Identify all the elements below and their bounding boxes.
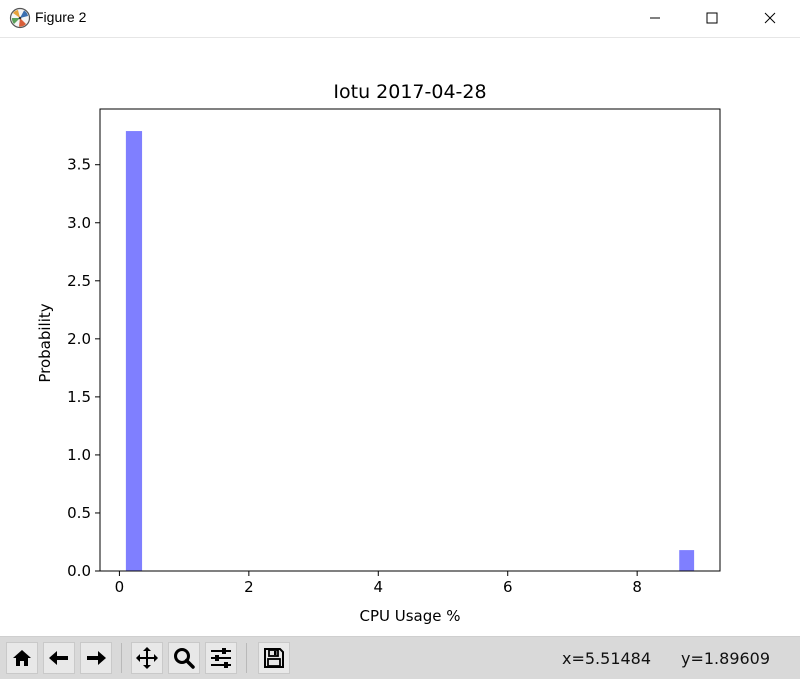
x-tick-label: 2 [244,578,254,596]
y-tick-label: 1.5 [67,388,91,406]
window-title: Figure 2 [35,9,87,25]
maximize-icon [706,12,718,24]
minimize-button[interactable] [626,0,684,36]
y-tick-label: 0.0 [67,562,91,580]
x-tick-label: 6 [503,578,513,596]
toolbar-separator [121,643,122,673]
zoom-button[interactable] [168,642,200,674]
minimize-icon [650,17,660,19]
x-tick-label: 0 [115,578,125,596]
chart-title: Iotu 2017-04-28 [333,81,486,103]
matplotlib-logo-icon [9,7,31,29]
close-icon [764,12,776,24]
home-icon [13,650,31,666]
toolbar-separator [246,643,247,673]
save-button[interactable] [258,642,290,674]
axes-frame [99,108,721,572]
home-button[interactable] [6,642,38,674]
y-tick-label: 3.5 [67,156,91,174]
move-icon [136,647,158,669]
sliders-icon [211,648,231,668]
histogram-bar [679,550,695,571]
maximize-button[interactable] [683,0,741,36]
plot-area: 0 2 4 6 8 0.0 0.5 1.0 1.5 2.0 2.5 3.0 3.5 [67,108,721,596]
y-tick-label: 2.5 [67,272,91,290]
y-tick-label: 2.0 [67,330,91,348]
forward-button[interactable] [80,642,112,674]
configure-subplots-button[interactable] [205,642,237,674]
y-tick-label: 0.5 [67,504,91,522]
title-bar: Figure 2 [0,0,800,38]
arrow-left-icon [49,651,68,665]
arrow-right-icon [87,651,106,665]
magnifier-icon [174,648,195,669]
cursor-y-readout: y=1.89609 [681,649,771,668]
cursor-x-readout: x=5.51484 [562,649,652,668]
histogram-bar [125,131,143,571]
y-tick-label: 3.0 [67,214,91,232]
close-button[interactable] [741,0,799,36]
navigation-toolbar [0,636,800,679]
x-tick-label: 8 [632,578,642,596]
floppy-disk-icon [264,648,284,668]
y-tick-label: 1.0 [67,446,91,464]
pan-button[interactable] [131,642,163,674]
x-tick-label: 4 [374,578,384,596]
back-button[interactable] [43,642,75,674]
figure-canvas[interactable]: 0 2 4 6 8 0.0 0.5 1.0 1.5 2.0 2.5 3.0 3.5 Iotu 2017-… [0,38,800,636]
x-axis-label: CPU Usage % [359,607,460,625]
y-axis-label: Probability [36,303,54,382]
